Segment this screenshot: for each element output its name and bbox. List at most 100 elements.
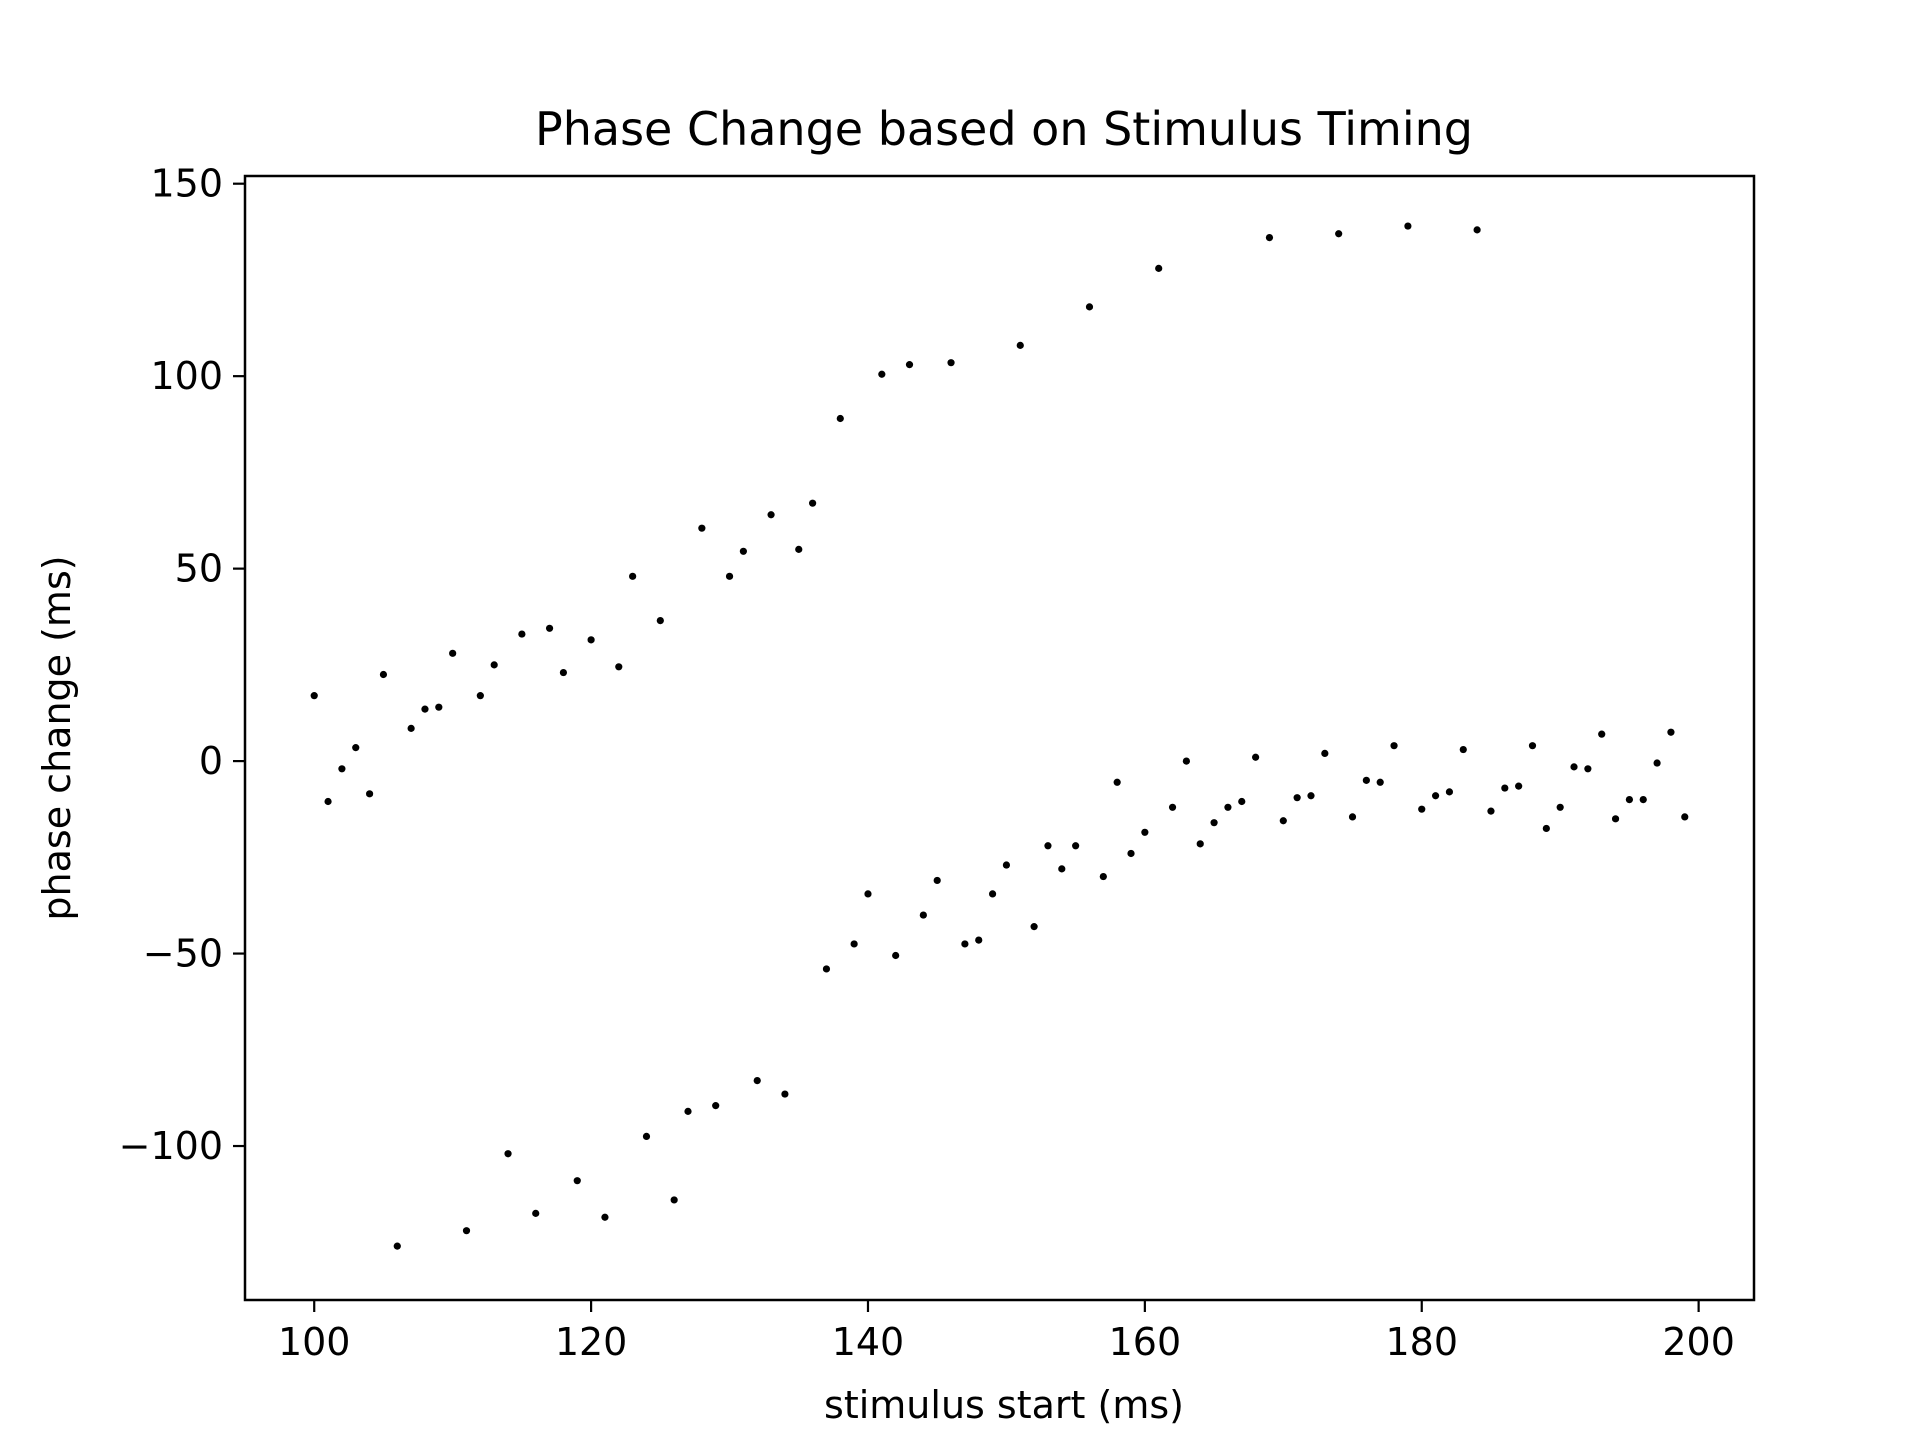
- data-point: [629, 572, 637, 580]
- data-point: [1293, 794, 1301, 802]
- data-point: [1002, 861, 1011, 869]
- data-point: [1224, 803, 1232, 811]
- data-point: [1252, 753, 1260, 761]
- data-point: [753, 1076, 761, 1085]
- data-point: [1431, 792, 1440, 800]
- data-point: [698, 524, 706, 532]
- data-point: [1058, 865, 1066, 873]
- data-point: [1335, 230, 1343, 238]
- data-point: [1390, 742, 1398, 750]
- x-tick-label: 180: [1385, 1320, 1458, 1364]
- data-point: [490, 661, 498, 669]
- data-point: [1542, 824, 1550, 833]
- data-point: [712, 1102, 720, 1110]
- data-point: [1196, 840, 1204, 848]
- y-tick-label: −50: [143, 932, 223, 976]
- data-point: [421, 705, 429, 713]
- data-points: [310, 222, 1689, 1250]
- x-tick-label: 160: [1109, 1320, 1182, 1364]
- data-point: [1598, 730, 1606, 738]
- data-point: [905, 361, 914, 369]
- data-point: [975, 936, 983, 944]
- data-point: [642, 1132, 651, 1141]
- data-point: [1182, 757, 1190, 765]
- data-point: [1168, 803, 1177, 811]
- data-point: [933, 876, 941, 885]
- data-point: [725, 572, 734, 580]
- x-axis-label: stimulus start (ms): [824, 1383, 1184, 1427]
- data-point: [1155, 264, 1163, 272]
- data-point: [1681, 813, 1689, 821]
- data-point: [1210, 819, 1218, 827]
- data-point: [1445, 788, 1454, 796]
- y-tick-label: 100: [150, 354, 223, 398]
- data-point: [1141, 828, 1149, 836]
- data-point: [1348, 813, 1357, 821]
- data-point: [864, 890, 872, 898]
- data-point: [1072, 842, 1080, 850]
- data-point: [379, 670, 388, 679]
- data-point: [587, 636, 595, 644]
- data-point: [338, 765, 346, 773]
- data-point: [1570, 763, 1578, 771]
- data-point: [1279, 817, 1287, 825]
- data-point: [892, 951, 900, 960]
- data-point: [532, 1209, 540, 1217]
- data-point: [836, 414, 844, 423]
- y-axis-ticks: −100 −50 0 50 100 150: [119, 162, 245, 1168]
- x-tick-label: 100: [278, 1320, 351, 1364]
- x-tick-label: 200: [1662, 1320, 1735, 1364]
- data-point: [822, 965, 831, 973]
- data-point: [670, 1196, 678, 1204]
- data-point: [809, 499, 817, 507]
- plot-frame: [243, 174, 1756, 1302]
- data-point: [1515, 782, 1523, 790]
- y-tick-label: −100: [119, 1124, 223, 1168]
- data-point: [767, 511, 775, 519]
- data-point: [324, 797, 332, 806]
- data-point: [476, 692, 484, 700]
- data-point: [352, 744, 360, 752]
- x-tick-label: 120: [555, 1320, 628, 1364]
- data-point: [393, 1242, 401, 1250]
- data-point: [1016, 341, 1024, 349]
- data-point: [1307, 792, 1315, 800]
- data-point: [1085, 303, 1094, 311]
- data-point: [545, 624, 554, 632]
- x-tick-label: 140: [832, 1320, 905, 1364]
- data-point: [961, 940, 969, 948]
- data-point: [684, 1107, 692, 1115]
- data-point: [1501, 784, 1509, 792]
- data-point: [1321, 749, 1329, 757]
- data-point: [1667, 728, 1675, 736]
- y-axis-label: phase change (ms): [35, 555, 79, 920]
- data-point: [1099, 872, 1107, 881]
- data-point: [1528, 742, 1537, 750]
- data-point: [1653, 759, 1661, 767]
- data-point: [1362, 776, 1370, 784]
- data-point: [1404, 222, 1412, 230]
- data-point: [1459, 745, 1467, 754]
- data-point: [1238, 797, 1246, 806]
- data-point: [988, 890, 997, 898]
- data-point: [1639, 795, 1647, 804]
- x-axis-ticks: 100 120 140 160 180 200: [278, 1300, 1735, 1364]
- data-point: [559, 668, 568, 677]
- data-point: [781, 1090, 789, 1098]
- data-point: [615, 663, 623, 671]
- y-tick-label: 50: [175, 547, 223, 591]
- data-point: [1611, 815, 1620, 823]
- data-point: [1376, 778, 1384, 786]
- data-point: [1584, 765, 1592, 773]
- y-tick-label: 0: [199, 739, 223, 783]
- data-point: [1265, 233, 1274, 242]
- data-point: [1473, 226, 1481, 234]
- data-point: [850, 940, 858, 948]
- data-point: [504, 1150, 512, 1158]
- data-point: [310, 692, 318, 700]
- data-point: [739, 547, 747, 555]
- data-point: [518, 630, 526, 638]
- data-point: [1418, 805, 1426, 813]
- data-point: [601, 1213, 609, 1221]
